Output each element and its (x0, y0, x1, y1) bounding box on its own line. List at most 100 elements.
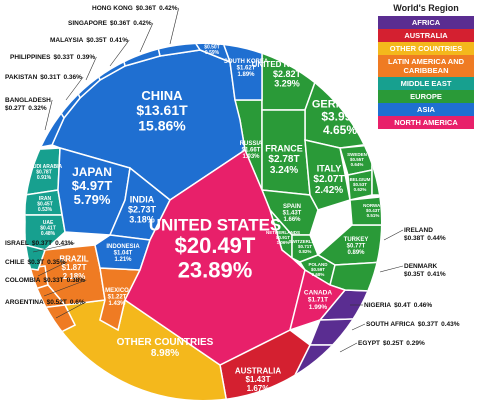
leader-line (44, 99, 53, 131)
country-name: SWITZERLAND (289, 239, 322, 244)
country-value-label: $0.59T (311, 267, 325, 272)
country-value-label: $2.78T (268, 154, 299, 165)
country-share-label: 0.48% (41, 231, 56, 237)
country-cell (94, 234, 152, 271)
legend-item: AFRICA (378, 16, 474, 29)
external-label: SOUTH AFRICA $0.37T 0.43% (366, 321, 460, 328)
country-share-label: 0.39% (77, 54, 96, 61)
country-value-label: $1.71T (308, 297, 328, 304)
country-value-label: $1.43T (283, 211, 302, 217)
country-share-label: 0.43% (55, 240, 74, 247)
country-share-label: 0.82% (299, 249, 312, 254)
country-value-label: $0.35T (86, 37, 106, 44)
country-value-label: $1.22T (108, 295, 127, 301)
leader-line (139, 22, 154, 53)
leader-line (379, 265, 404, 273)
external-label: CHILE $0.3T 0.35% (5, 259, 66, 266)
external-label: EGYPT $0.25T 0.29% (358, 340, 425, 347)
country-value-label: $0.37T (32, 240, 52, 247)
country-share-label: 1.43% (108, 301, 126, 307)
country-share-label: 0.64% (351, 162, 364, 167)
leader-line (55, 301, 87, 319)
country-name: NIGERIA (364, 302, 391, 309)
country-name: IRELAND (404, 227, 433, 234)
country-share-label: 0.42% (133, 20, 152, 27)
country-name: THAILAND (199, 39, 225, 45)
country-share-label: 2.18% (63, 272, 86, 281)
country-share-label: 1.93% (242, 154, 260, 160)
country-share-label: 0.91% (37, 175, 52, 181)
country-name: UNITED KINGDOM (252, 60, 323, 69)
labels: NIGERIA $0.4T 0.46%SOUTH AFRICA $0.37T 0.43%… (5, 5, 460, 393)
country-name: BANGLADESH (5, 97, 51, 104)
cells (25, 44, 400, 400)
external-label: SINGAPORE $0.36T 0.42% (68, 20, 152, 27)
country-share-label: 0.41% (110, 37, 129, 44)
country-name: SPAIN (283, 204, 301, 210)
country-value-label: $2.07T (313, 174, 344, 185)
country-value-label: $0.4T (394, 302, 411, 309)
country-name: INDONESIA (106, 244, 140, 250)
country-name: SOUTH AFRICA (366, 321, 415, 328)
country-share-label: 0.44% (427, 235, 446, 242)
country-name: JAPAN (72, 165, 112, 179)
external-label: COLOMBIA $0.33T 0.38% (5, 277, 85, 284)
country-share-label: 1.99% (309, 304, 328, 311)
country-name: COLOMBIA (5, 277, 41, 284)
country-value-label: $0.77T (347, 244, 366, 250)
country-cell (25, 214, 66, 251)
leader-line (169, 7, 180, 45)
country-name: DENMARK (404, 263, 438, 270)
country-name: CHILE (5, 259, 25, 266)
country-name: GERMANY (312, 99, 369, 111)
country-name: NETHERLANDS (266, 230, 300, 235)
legend-item: MIDDLE EAST (378, 77, 474, 90)
country-share-label: 0.68% (312, 272, 325, 277)
country-share-label: 0.53% (378, 170, 391, 175)
country-value-label: $0.33T (43, 277, 63, 284)
country-share-label: 0.89% (347, 250, 365, 256)
country-value-label: $0.37T (418, 321, 438, 328)
country-value-label: $0.35T (404, 271, 424, 278)
country-value-label: $0.33T (53, 54, 73, 61)
country-name: UAE (43, 220, 54, 226)
country-value-label: $0.27T (5, 105, 25, 112)
country-share-label: 0.32% (28, 105, 47, 112)
country-value-label: $4.97T (72, 178, 113, 193)
country-share-label: 0.41% (427, 271, 446, 278)
country-share-label: 0.46% (414, 302, 433, 309)
leader-line (37, 261, 67, 277)
country-cell (385, 225, 400, 262)
country-name: UNITED STATES (149, 215, 282, 234)
country-value-label: $0.25T (383, 340, 403, 347)
legend-item: NORTH AMERICA (378, 116, 474, 129)
country-name: BRAZIL (59, 254, 88, 263)
country-share-label: 0.6% (70, 299, 85, 306)
country-share-label: 23.89% (178, 257, 253, 282)
leader-line (109, 39, 130, 67)
country-value-label: $0.36T (110, 20, 130, 27)
country-share-label: 0.29% (406, 340, 425, 347)
country-share-label: 0.62% (354, 187, 367, 192)
leader-line (383, 229, 404, 241)
external-label: NIGERIA $0.4T 0.46% (364, 302, 432, 309)
leader-line (32, 242, 75, 253)
country-share-label: 1.21% (114, 257, 132, 263)
country-name: PHILIPPINES (10, 54, 51, 61)
country-value-label: $0.71T (298, 244, 312, 249)
country-name: BELGIUM (350, 177, 371, 182)
country-value-label: $1.62T (237, 66, 256, 72)
country-value-label: $0.91T (276, 235, 290, 240)
country-name: PAKISTAN (5, 74, 38, 81)
external-label: HONG KONG $0.36T 0.42% (92, 5, 178, 12)
country-name: POLAND (309, 262, 329, 267)
leader-line (351, 323, 366, 331)
country-name: SINGAPORE (68, 20, 108, 27)
country-value-label: $2.82T (273, 69, 302, 79)
country-name: OTHER COUNTRIES (117, 337, 214, 348)
country-name: SWEDEN (347, 152, 367, 157)
country-name: AUSTRALIA (235, 366, 281, 375)
external-label: PAKISTAN $0.31T 0.36% (5, 74, 82, 81)
country-value-label: $2.73T (128, 204, 157, 214)
